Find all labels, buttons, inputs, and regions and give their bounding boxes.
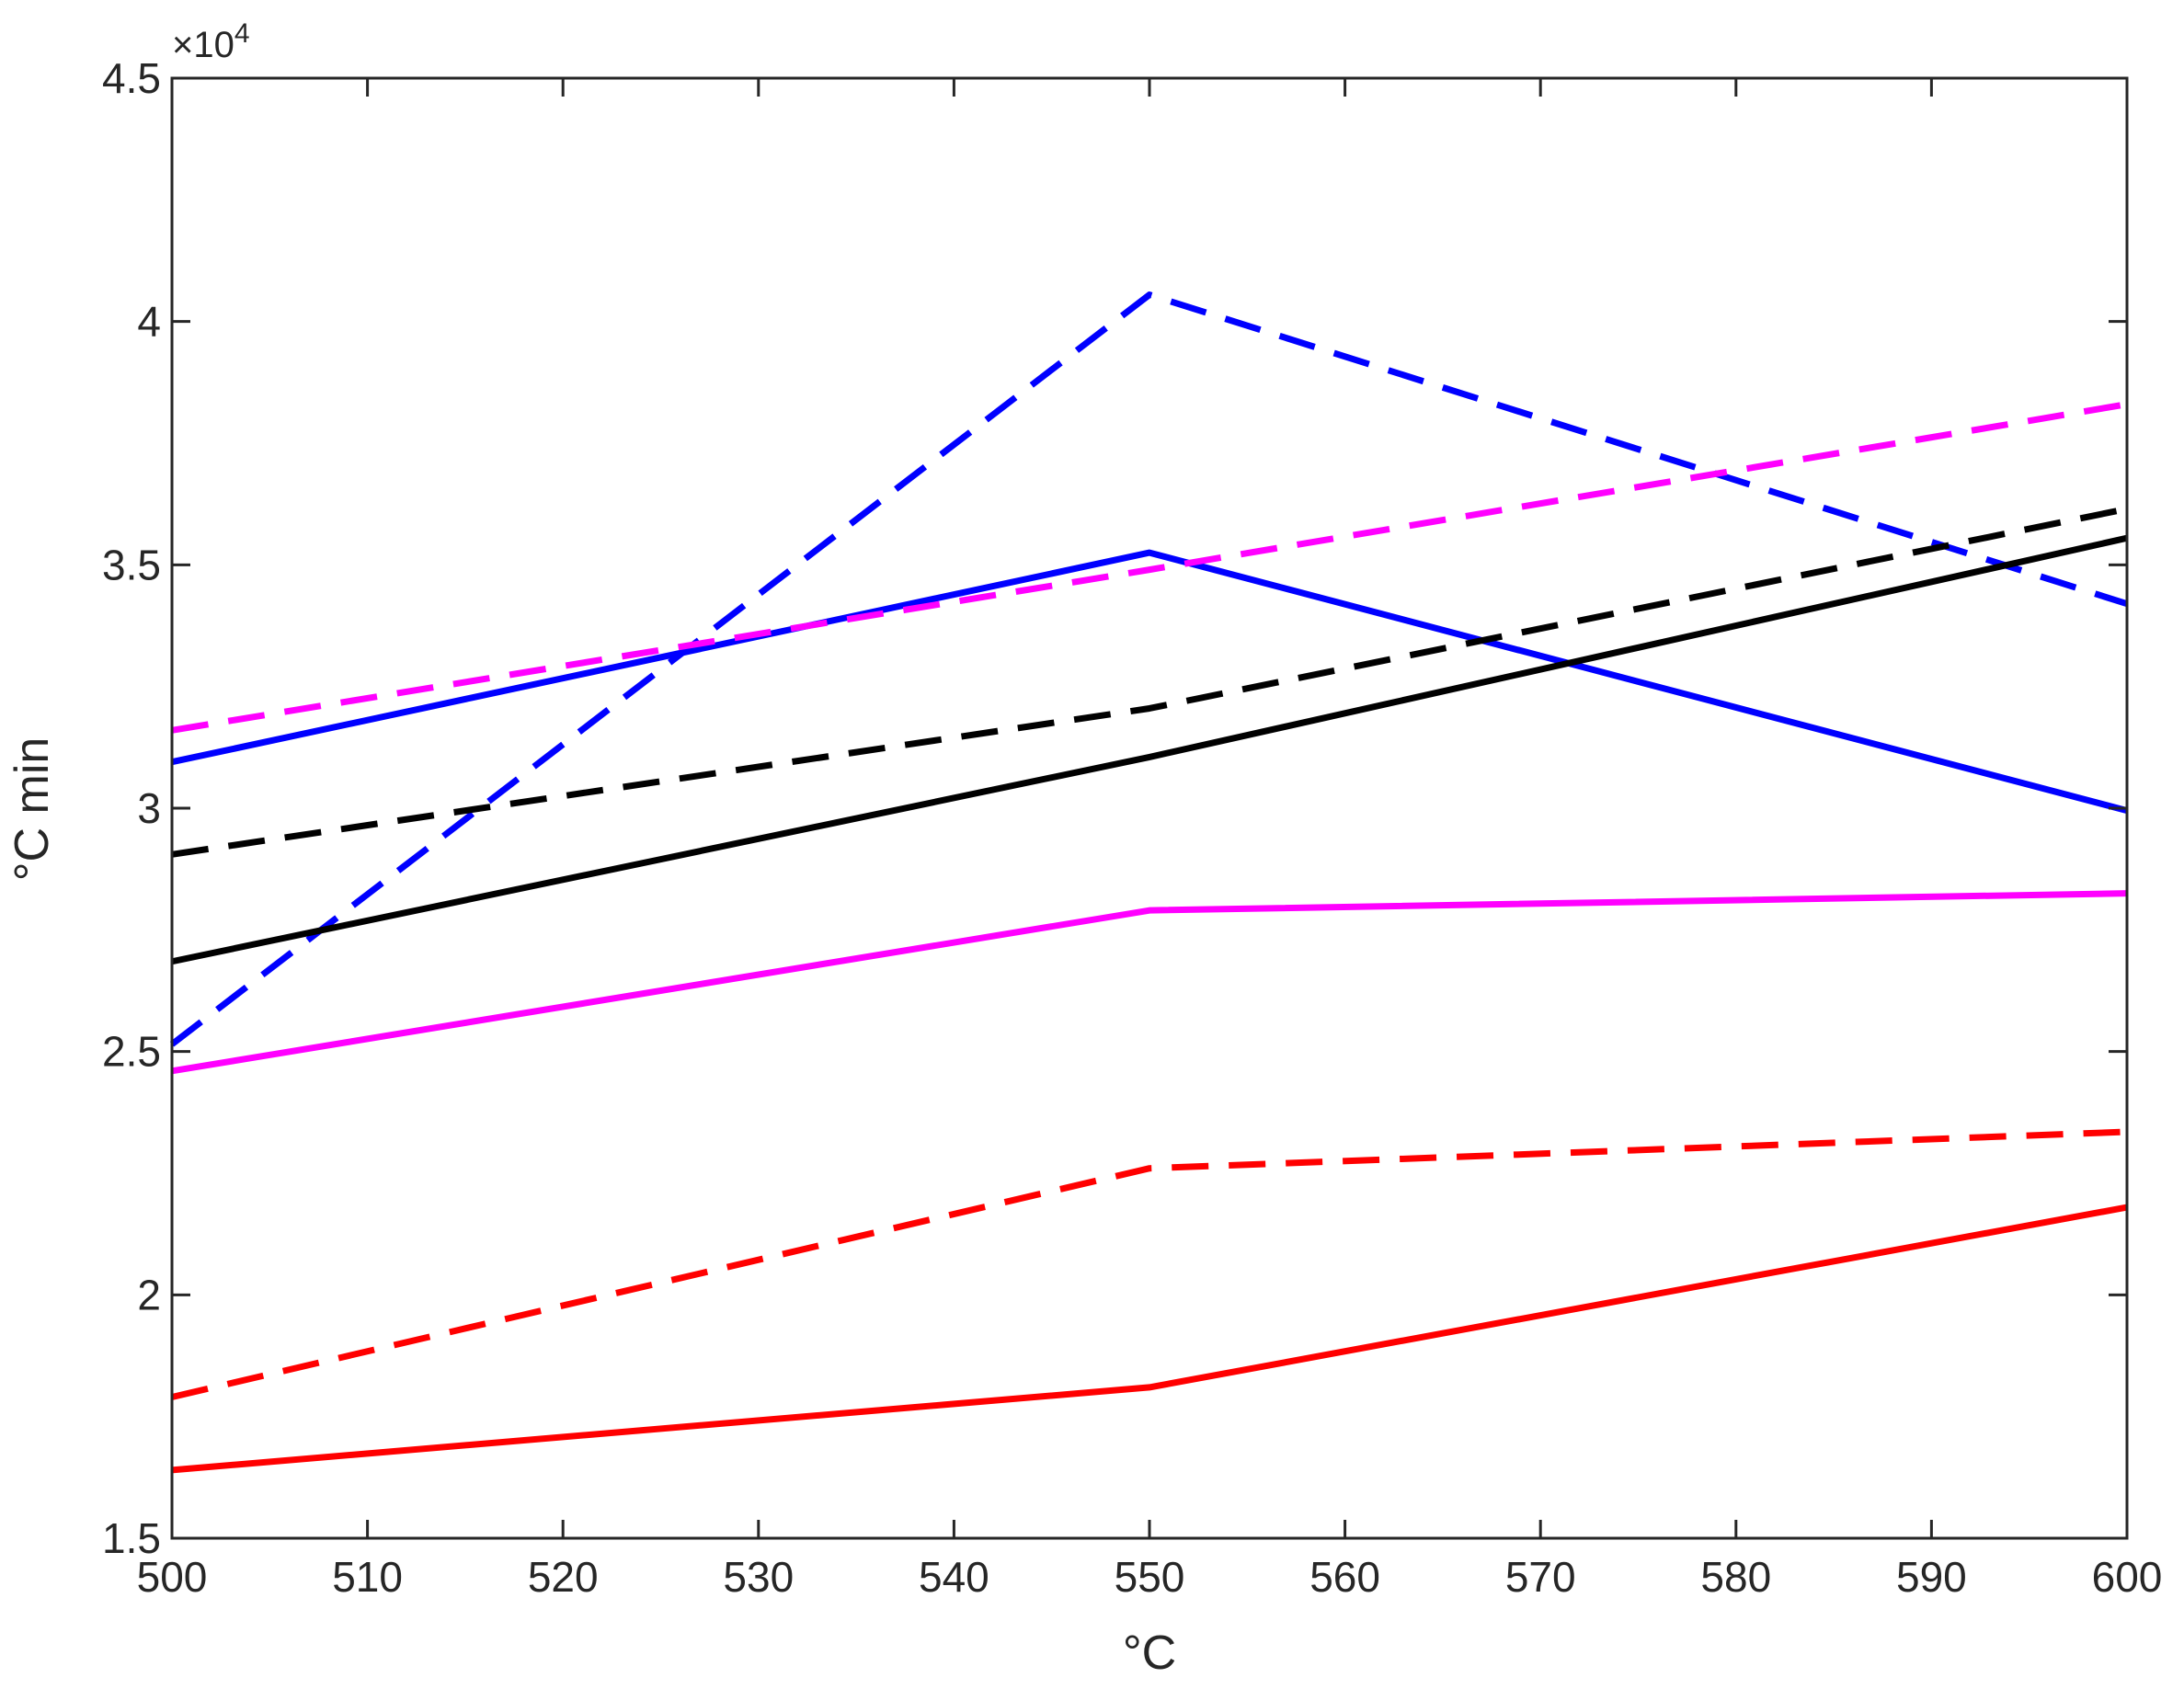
x-tick-label: 550 [1115,1553,1185,1601]
y-axis-exponent: ×104 [172,18,250,65]
series-line-8 [171,1204,2128,1474]
y-tick-label: 2 [137,1271,161,1318]
series-layer [169,291,2129,1474]
y-tick-label: 4 [137,298,161,346]
y-tick-label: 3.5 [102,541,161,588]
y-tick-label: 1.5 [102,1514,161,1562]
x-tick-label: 500 [137,1553,208,1601]
x-tick-label: 530 [723,1553,794,1601]
x-tick-label: 560 [1309,1553,1380,1601]
series-line-4 [171,890,2128,1075]
x-tick-label: 540 [919,1553,989,1601]
series-line-3 [171,401,2128,734]
x-tick-label: 510 [332,1553,403,1601]
series-line-7 [171,1128,2128,1400]
x-axis: 500 510 520 530 540 550 560 570 580 590 600 [137,78,2163,1601]
x-tick-label: 590 [1896,1553,1967,1601]
x-tick-label: 570 [1505,1553,1576,1601]
x-axis-label: °C [1123,1626,1176,1680]
x-tick-label: 600 [2092,1553,2163,1601]
y-tick-label: 4.5 [102,54,161,102]
series-line-1 [171,549,2128,815]
y-axis-label: °C min [6,737,59,882]
y-exponent-power: 4 [234,18,250,49]
plot-area [172,78,2127,1538]
x-tick-label: 520 [528,1553,599,1601]
series-line-2 [169,291,2129,1047]
y-axis: 1.5 2 2.5 3 3.5 4 4.5 [102,54,2127,1562]
y-tick-label: 3 [137,784,161,832]
y-exponent-base: ×10 [172,25,234,65]
series-line-5 [171,506,2128,858]
y-tick-label: 2.5 [102,1028,161,1076]
x-tick-label: 580 [1700,1553,1771,1601]
series-line-6 [171,534,2128,965]
